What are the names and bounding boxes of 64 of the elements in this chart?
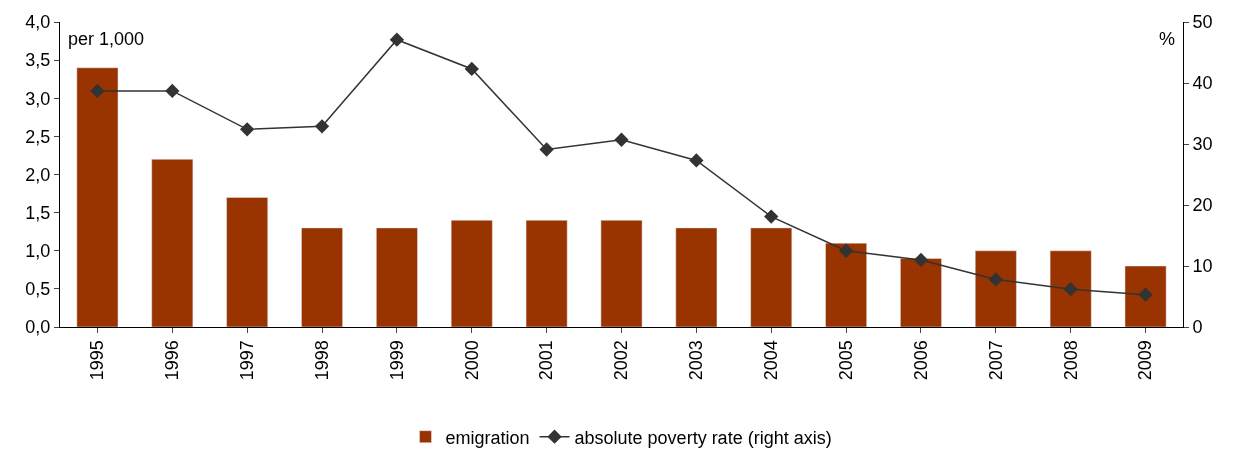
x-tick-label: 2009 (1135, 340, 1156, 381)
point (689, 153, 704, 168)
x-tick-label: 2007 (985, 340, 1006, 381)
bar (750, 227, 793, 327)
x-tick-label: 1999 (386, 340, 407, 381)
y-tick-label: 0,0 (25, 317, 51, 338)
y-tick-label: 2,5 (25, 126, 51, 147)
x-tick-label: 1997 (237, 340, 258, 381)
x-tick-label: 2006 (910, 340, 931, 381)
bar (675, 227, 718, 327)
x-tick-label: 2000 (461, 340, 482, 381)
point (764, 209, 779, 224)
x-tick-label: 2001 (536, 340, 557, 381)
bar (151, 159, 194, 327)
x-tick-label: 2005 (835, 340, 856, 381)
y2-tick-label: 30 (1192, 134, 1213, 155)
point (90, 83, 105, 99)
y-tick-label: 0,5 (25, 279, 51, 300)
bar (600, 220, 643, 327)
x-tick-label: 1998 (311, 340, 332, 381)
point (539, 142, 554, 157)
point (838, 243, 854, 258)
y-tick-label: 3,0 (25, 88, 51, 109)
legend-label: emigration (445, 427, 530, 448)
bar (1049, 250, 1092, 327)
point (165, 83, 180, 99)
y-tick-label: 1,0 (25, 241, 51, 262)
annotation: per 1,000 (68, 29, 145, 49)
y-tick-label: 2,0 (25, 164, 51, 185)
y2-tick-label: 10 (1192, 256, 1213, 277)
bar (376, 227, 418, 327)
y2-tick-label: 0 (1192, 317, 1203, 338)
bar (825, 242, 867, 327)
x-tick-label: 1995 (87, 340, 108, 381)
point (1138, 287, 1153, 302)
bar (525, 220, 568, 327)
point (314, 119, 330, 134)
legend-label: absolute poverty rate (right axis) (574, 427, 832, 448)
bar (900, 258, 942, 327)
point (988, 272, 1003, 287)
point (240, 122, 255, 137)
bar (450, 220, 493, 327)
point (614, 132, 629, 147)
y2-tick-label: 20 (1192, 195, 1213, 216)
point (1063, 282, 1078, 297)
x-tick-label: 2008 (1060, 340, 1081, 381)
y-tick-label: 4,0 (25, 12, 51, 33)
y-tick-label: 1,5 (25, 202, 51, 223)
annotation: % (1159, 29, 1176, 49)
point (389, 32, 405, 47)
point (913, 252, 929, 268)
y2-tick-label: 50 (1192, 12, 1213, 33)
x-tick-label: 1996 (162, 340, 183, 381)
bar (226, 197, 269, 327)
point (464, 61, 479, 77)
x-tick-label: 2002 (611, 340, 632, 381)
bar (974, 250, 1017, 327)
x-tick-label: 2004 (761, 340, 782, 381)
y2-tick-label: 40 (1192, 73, 1213, 94)
bar (1124, 265, 1167, 327)
x-tick-label: 2003 (686, 340, 707, 381)
y-tick-label: 3,5 (25, 50, 51, 71)
bar (301, 227, 343, 327)
bar (76, 67, 119, 327)
